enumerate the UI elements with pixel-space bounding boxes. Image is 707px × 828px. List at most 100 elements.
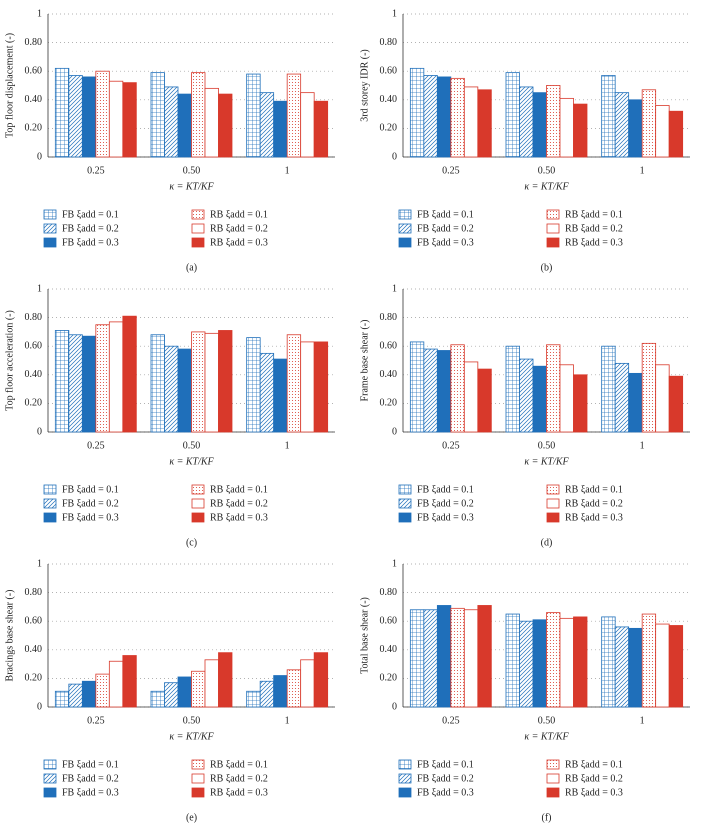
bar bbox=[614, 626, 630, 708]
bar bbox=[313, 652, 329, 708]
bar bbox=[477, 368, 492, 433]
legend-swatch bbox=[546, 484, 560, 495]
x-tick-label: 0.50 bbox=[183, 715, 201, 726]
legend-label: FB ξadd = 0.2 bbox=[417, 773, 474, 784]
legend-label: FB ξadd = 0.2 bbox=[62, 773, 119, 784]
bar bbox=[573, 103, 588, 158]
y-axis-label: Top floor displacement (-) bbox=[4, 33, 15, 138]
x-tick-label: 1 bbox=[640, 440, 645, 451]
bar bbox=[477, 89, 492, 158]
bar bbox=[614, 92, 630, 158]
legend-label: FB ξadd = 0.3 bbox=[62, 512, 119, 523]
legend-swatch bbox=[398, 209, 412, 220]
panel-label: (b) bbox=[541, 262, 553, 273]
y-tick-label: 0.40 bbox=[380, 369, 398, 380]
y-tick-label: 0 bbox=[37, 701, 42, 712]
y-tick-label: 0.20 bbox=[380, 673, 398, 684]
y-tick-label: 0.60 bbox=[25, 615, 43, 626]
legend-label: FB ξadd = 0.3 bbox=[62, 787, 119, 798]
y-tick-label: 0.60 bbox=[25, 65, 43, 76]
bar bbox=[423, 609, 438, 708]
legend-swatch bbox=[398, 223, 412, 234]
legend-label: FB ξadd = 0.1 bbox=[62, 209, 119, 220]
legend-swatch bbox=[43, 498, 57, 509]
legend-swatch bbox=[398, 773, 412, 784]
legend-swatch bbox=[398, 498, 412, 509]
bar bbox=[655, 105, 670, 158]
bar bbox=[573, 616, 588, 708]
x-tick-label: 0.25 bbox=[87, 440, 105, 451]
legend-label: RB ξadd = 0.2 bbox=[565, 223, 623, 234]
bar bbox=[150, 334, 165, 433]
y-tick-label: 0.80 bbox=[380, 37, 398, 48]
bar bbox=[177, 348, 192, 433]
legend-label: FB ξadd = 0.2 bbox=[62, 498, 119, 509]
bar bbox=[218, 652, 233, 708]
bar bbox=[505, 72, 520, 158]
bar bbox=[177, 93, 192, 158]
bar bbox=[505, 345, 520, 433]
bar bbox=[668, 375, 684, 433]
legend-swatch bbox=[398, 484, 412, 495]
y-tick-label: 0 bbox=[37, 151, 42, 162]
bar bbox=[150, 690, 165, 708]
x-tick-label: 0.25 bbox=[442, 440, 460, 451]
legend-swatch bbox=[546, 223, 560, 234]
y-tick-label: 0.40 bbox=[380, 94, 398, 105]
legend-label: FB ξadd = 0.2 bbox=[417, 223, 474, 234]
bar bbox=[532, 619, 547, 708]
x-tick-label: 0.50 bbox=[183, 440, 201, 451]
legend-label: RB ξadd = 0.3 bbox=[210, 512, 268, 523]
legend-label: FB ξadd = 0.3 bbox=[417, 512, 474, 523]
legend-label: RB ξadd = 0.2 bbox=[210, 223, 268, 234]
legend-swatch bbox=[191, 787, 205, 798]
legend-swatch bbox=[398, 787, 412, 798]
bar bbox=[559, 97, 574, 158]
bar bbox=[177, 676, 192, 708]
y-tick-label: 0.20 bbox=[25, 398, 43, 409]
legend-swatch bbox=[398, 237, 412, 248]
bar bbox=[628, 627, 643, 708]
bar bbox=[95, 324, 110, 433]
panel-label: (a) bbox=[186, 262, 197, 273]
y-axis-label: Total base shear (-) bbox=[359, 597, 370, 674]
bar bbox=[54, 690, 70, 708]
bar bbox=[300, 659, 315, 708]
y-tick-label: 0 bbox=[392, 151, 397, 162]
x-tick-label: 0.25 bbox=[442, 165, 460, 176]
bar bbox=[122, 655, 137, 708]
bar bbox=[559, 617, 574, 708]
legend-swatch bbox=[43, 787, 57, 798]
x-tick-label: 0.25 bbox=[442, 715, 460, 726]
legend-swatch bbox=[546, 512, 560, 523]
bar bbox=[313, 100, 329, 158]
y-tick-label: 0.60 bbox=[25, 340, 43, 351]
bar bbox=[601, 75, 616, 158]
bar bbox=[519, 620, 534, 708]
bar bbox=[668, 110, 684, 158]
x-axis-label: κ = KT/KF bbox=[524, 731, 569, 742]
bar bbox=[54, 67, 70, 158]
x-tick-label: 0.50 bbox=[538, 440, 556, 451]
x-tick-label: 1 bbox=[640, 715, 645, 726]
bar bbox=[122, 315, 137, 433]
bar bbox=[409, 67, 425, 158]
bar bbox=[655, 623, 670, 708]
y-tick-label: 0.60 bbox=[380, 65, 398, 76]
y-tick-label: 1 bbox=[37, 558, 42, 569]
bar bbox=[259, 92, 275, 158]
legend-swatch bbox=[546, 209, 560, 220]
bar bbox=[191, 72, 206, 158]
bar bbox=[655, 364, 670, 433]
y-tick-label: 0.40 bbox=[25, 94, 43, 105]
legend-label: RB ξadd = 0.3 bbox=[210, 787, 268, 798]
y-tick-label: 1 bbox=[37, 283, 42, 294]
legend-swatch bbox=[43, 512, 57, 523]
y-tick-label: 0.40 bbox=[25, 644, 43, 655]
x-axis-label: κ = KT/KF bbox=[169, 456, 214, 467]
bar bbox=[81, 680, 97, 708]
bar bbox=[218, 330, 233, 433]
bar bbox=[286, 73, 302, 158]
bar bbox=[546, 612, 561, 708]
